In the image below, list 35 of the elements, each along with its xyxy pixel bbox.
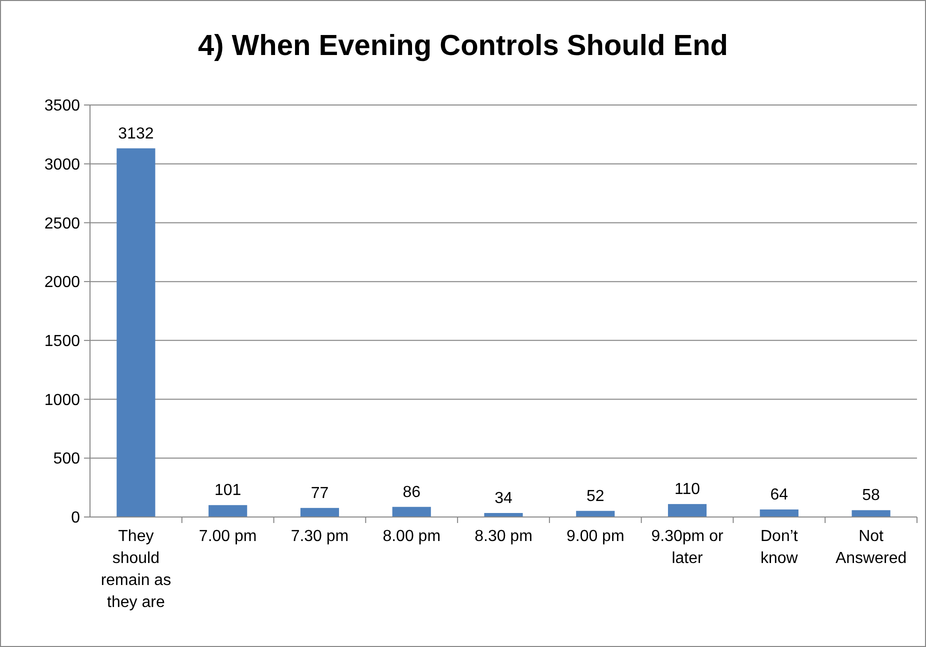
x-tick-label: 7.30 pm (290, 528, 349, 545)
data-label: 52 (586, 488, 604, 505)
data-label: 101 (214, 482, 242, 500)
bar (852, 510, 890, 517)
x-tick-label: 8.30 pm (474, 528, 532, 545)
data-label: 110 (674, 481, 700, 498)
data-label: 3132 (118, 125, 154, 142)
y-tick-label: 1000 (44, 392, 80, 409)
x-tick-label: 9.30pm or later (651, 528, 724, 567)
y-tick-label: 500 (53, 450, 80, 468)
bar (208, 505, 248, 517)
bar (300, 508, 340, 517)
y-tick-label: 3000 (44, 156, 80, 174)
y-tick-label: 2000 (44, 274, 80, 292)
chart-title: 4) When Evening Controls Should End (198, 30, 728, 62)
bar (760, 509, 798, 517)
bar (392, 506, 431, 517)
x-tick-label: 7.00 pm (198, 528, 257, 545)
x-tick-label: 8.00 pm (382, 528, 441, 545)
data-label: 34 (494, 490, 512, 507)
data-label: 86 (402, 484, 421, 501)
data-label: 58 (862, 487, 880, 504)
y-tick-label: 0 (71, 510, 80, 527)
x-tick-label: Not Answered (835, 528, 907, 567)
x-tick-label: 9.00 pm (566, 528, 624, 545)
bar (576, 510, 615, 517)
data-label: 77 (310, 484, 329, 502)
bar (668, 504, 707, 517)
x-tick-label: They should remain as they are (100, 528, 172, 611)
data-label: 64 (770, 486, 788, 504)
y-tick-label: 3500 (44, 98, 80, 115)
y-tick-label: 1500 (44, 333, 80, 350)
bar (116, 148, 156, 517)
y-tick-label: 2500 (44, 215, 80, 232)
x-tick-label: Don’t know (760, 528, 798, 567)
